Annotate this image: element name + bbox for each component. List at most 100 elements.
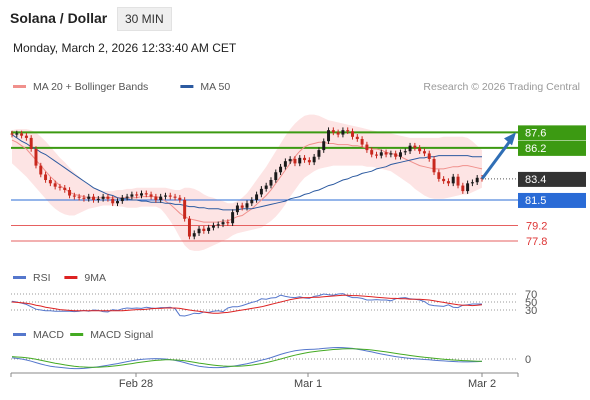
candle-body: [187, 218, 191, 237]
candle-body: [192, 233, 196, 237]
candle-body: [360, 139, 364, 145]
ma20-line: [11, 139, 483, 223]
candle-body: [24, 135, 28, 138]
candle-body: [437, 172, 441, 179]
level-tag: [518, 192, 586, 208]
credit-text: Research © 2026 Trading Central: [423, 81, 580, 93]
support-label: 79.2: [526, 220, 547, 232]
candle-body: [375, 154, 378, 156]
candle-body: [154, 196, 158, 200]
candle-body: [15, 133, 19, 135]
rsi-level-label: 30: [525, 305, 537, 317]
chart-header: Solana / Dollar 30 MIN: [0, 0, 590, 36]
candle-body: [87, 196, 91, 199]
candle-body: [403, 151, 407, 153]
legend-label: RSI: [33, 272, 51, 284]
candle-body: [255, 194, 259, 200]
candle-body: [355, 136, 359, 140]
candle-body: [68, 189, 72, 196]
candle-body: [293, 158, 297, 164]
candle-body: [408, 145, 412, 152]
candle-body: [144, 193, 148, 195]
candle-body: [116, 201, 119, 204]
legend-label: MACD: [33, 329, 64, 341]
candle-body: [475, 177, 479, 183]
candle-body: [53, 183, 57, 187]
bollinger-band-fill: [12, 114, 482, 251]
candle-body: [245, 203, 249, 208]
candle-body: [470, 182, 474, 184]
candle-body: [72, 195, 76, 197]
candle-body: [327, 130, 331, 142]
legend-label: 9MA: [84, 272, 106, 284]
candle-body: [58, 186, 62, 188]
timeframe-badge[interactable]: 30 MIN: [117, 7, 172, 31]
candle-body: [351, 131, 354, 137]
candle-body: [63, 187, 67, 190]
candle-body: [346, 130, 350, 132]
legend-swatch: [70, 333, 84, 336]
candle-body: [240, 205, 244, 208]
candle-body: [173, 196, 177, 198]
candle-body: [221, 222, 225, 225]
level-tag-label: 87.6: [525, 127, 546, 139]
candle-body: [274, 172, 278, 181]
forecast-arrow-head: [504, 132, 516, 146]
legend-swatch: [64, 276, 78, 279]
candle-body: [101, 196, 105, 199]
level-tag: [518, 125, 586, 141]
candle-body: [427, 153, 431, 159]
candle-body: [341, 130, 345, 135]
candle-body: [451, 176, 455, 184]
candle-body: [312, 156, 316, 163]
candle-body: [456, 176, 460, 186]
candle-body: [111, 198, 115, 204]
legend-swatch: [13, 85, 26, 88]
candle-body: [48, 180, 52, 184]
legend-label: MA 50: [200, 81, 230, 93]
candle-body: [432, 158, 436, 173]
candle-body: [125, 196, 129, 198]
candle-body: [168, 195, 172, 197]
candle-body: [446, 181, 450, 184]
candle-body: [269, 180, 273, 186]
candle-body: [365, 144, 369, 151]
candle-body: [216, 224, 220, 226]
candle-body: [163, 195, 167, 197]
candle-body: [178, 197, 182, 200]
candle-body: [317, 150, 321, 157]
candle-body: [226, 222, 230, 224]
legend-swatch: [13, 276, 26, 279]
candle-body: [159, 196, 163, 200]
candle-body: [202, 228, 206, 231]
candle-body: [283, 161, 287, 167]
candle-body: [298, 157, 302, 164]
candle-body: [197, 228, 201, 234]
forecast-arrow: [480, 137, 514, 180]
candle-body: [183, 199, 187, 219]
candle-body: [389, 153, 393, 155]
candle-body: [461, 185, 465, 192]
level-tag: [518, 140, 586, 156]
legend-swatch: [13, 333, 26, 336]
candle-body: [130, 194, 134, 197]
candle-body: [331, 130, 335, 133]
candle-body: [92, 196, 96, 200]
candle-body: [288, 158, 292, 162]
candle-body: [10, 133, 14, 135]
candle-body: [20, 133, 24, 136]
candle-body: [96, 198, 100, 200]
candle-body: [39, 165, 43, 175]
candle-body: [264, 185, 268, 189]
legend-swatch: [180, 85, 194, 88]
candle-body: [466, 183, 470, 192]
rsi-ma-line: [11, 294, 483, 314]
candle-body: [322, 141, 326, 151]
legend-label: MACD Signal: [90, 329, 153, 341]
rsi-level-label: 70: [525, 289, 537, 301]
rsi-level-label: 50: [525, 297, 537, 309]
candle-body: [106, 196, 110, 199]
candle-body: [394, 153, 398, 157]
candle-body: [379, 152, 383, 156]
